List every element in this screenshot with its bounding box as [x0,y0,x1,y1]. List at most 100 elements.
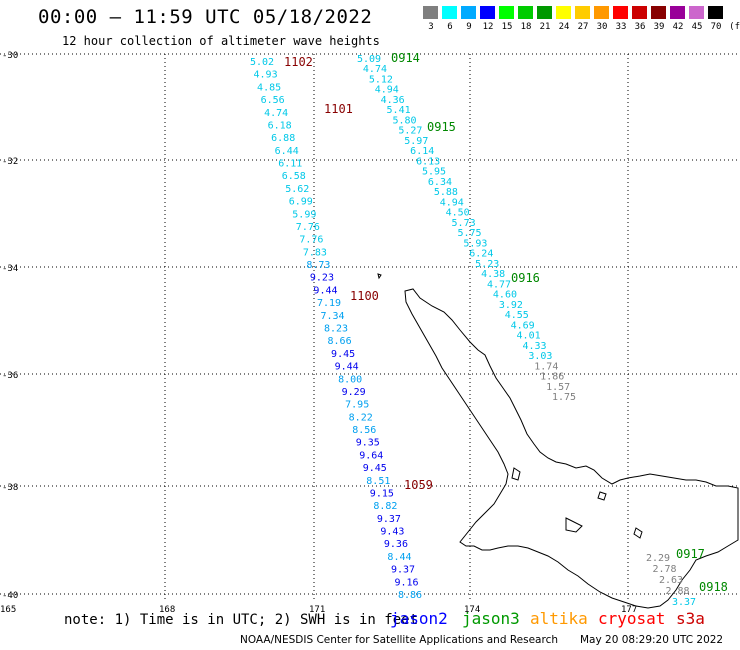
wave-height-value: 4.50 [446,208,470,219]
wave-height-value: 5.09 [357,54,381,65]
wave-height-value: 7.34 [320,311,344,322]
wave-height-value: 3.03 [528,351,552,362]
legend-label: 39 [653,22,665,32]
wave-height-value: 8.82 [373,501,397,512]
legend-swatch [442,6,457,19]
wave-height-value: 5.12 [369,74,393,85]
legend-label: 9 [466,22,472,32]
legend-swatch [651,6,666,19]
wave-height-value: 1.75 [552,392,576,403]
longitude-label: 177 [621,605,637,615]
wave-height-value: 5.88 [434,187,458,198]
wave-height-value: 5.80 [392,115,416,126]
wave-height-value: 8.00 [338,374,362,385]
legend-label: 30 [596,22,608,32]
wave-height-value: 3.37 [672,597,696,608]
wave-height-value: 6.14 [410,146,434,157]
time-label: 0916 [511,271,540,285]
wave-height-value: 6.88 [271,133,295,144]
satellite-altika: altika [530,609,588,628]
wave-height-value: 8.56 [352,425,376,436]
legend-swatch [632,6,647,19]
wave-height-value: 6.24 [469,249,493,260]
wave-height-value: 5.75 [457,228,481,239]
latitude-label: -40 [2,591,18,601]
wave-height-value: 8.44 [387,552,411,563]
wave-height-value: 1.74 [534,361,558,372]
wave-height-value: 6.18 [268,120,292,131]
wave-height-value: 8.23 [324,324,348,335]
latitude-label: -38 [2,483,18,493]
satellite-s3a: s3a [676,609,705,628]
wave-height-value: 6.56 [261,95,285,106]
latitude-label: -30 [2,51,18,61]
wave-height-value: 5.99 [292,209,316,220]
wave-height-value: 9.36 [384,539,408,550]
wave-height-value: 6.34 [428,177,452,188]
island-fragment [377,273,382,280]
legend-label: 3 [428,22,434,32]
wave-height-value: 9.45 [363,463,387,474]
legend-label: 27 [577,22,589,32]
wave-height-value: 8.22 [349,412,373,423]
island-fragment [511,467,521,481]
wave-height-value: 7.19 [317,298,341,309]
wave-height-value: 4.93 [254,70,278,81]
wave-height-value: 7.83 [303,247,327,258]
wave-height-value: 9.44 [313,285,337,296]
wave-height-value: 7.95 [345,400,369,411]
map-grid [0,53,740,600]
island-fragment [565,517,583,533]
wave-height-value: 9.43 [380,527,404,538]
time-label: 0914 [391,51,420,65]
altimeter-tracks: 5.024.934.856.564.746.186.886.446.116.58… [250,51,728,608]
track-jason3: 5.094.745.124.944.365.415.805.275.976.14… [357,51,576,403]
track-jason3: 2.292.782.632.883.37 0917 0918 [646,547,728,608]
latitude-label: -36 [2,371,18,381]
wave-height-value: 7.76 [299,235,323,246]
time-label: 1102 [284,55,313,69]
wave-height-value: 9.64 [359,450,383,461]
page-title: 00:00 – 11:59 UTC 05/18/2022 [38,6,373,28]
wave-height-value: 5.73 [452,218,476,229]
wave-height-value: 8.51 [366,476,390,487]
wave-height-value: 5.23 [475,259,499,270]
latitude-label: -32 [2,157,18,167]
legend-label: 12 [482,22,494,32]
time-label: 1100 [350,289,379,303]
wave-height-value: 5.27 [398,126,422,137]
legend-label: 45 [691,22,703,32]
credit-line: NOAA/NESDIS Center for Satellite Applica… [240,634,558,646]
wave-height-value: 4.33 [522,341,546,352]
legend-swatch [556,6,571,19]
legend-label: 6 [447,22,453,32]
wave-height-value: 8.66 [328,336,352,347]
axis-labels: -30 -32 -34 -36 -38 -40 165 168 171 174 177 [0,51,637,615]
wave-height-value: 2.29 [646,553,670,564]
wave-height-value: 5.95 [422,167,446,178]
wave-height-value: 9.35 [356,438,380,449]
wave-height-value: 9.23 [310,273,334,284]
land-outline [377,273,739,609]
legend-swatch [480,6,495,19]
wave-height-value: 5.93 [463,238,487,249]
legend-label: 15 [501,22,513,32]
time-label: 1101 [324,102,353,116]
legend-label: 18 [520,22,532,32]
wave-height-value: 9.16 [394,577,418,588]
legend-swatch [518,6,533,19]
legend-swatch [670,6,685,19]
longitude-label: 174 [464,605,480,615]
legend-swatch [689,6,704,19]
longitude-label: 165 [0,605,16,615]
wave-height-value: 1.86 [540,372,564,383]
satellite-jason3: jason3 [462,609,520,628]
wave-height-value: 7.76 [296,222,320,233]
wave-height-value: 6.11 [278,159,302,170]
wave-height-value: 2.78 [653,564,677,575]
satellite-cryosat: cryosat [598,609,666,628]
wave-height-value: 3.92 [499,300,523,311]
wave-height-value: 4.55 [505,310,529,321]
wave-height-value: 8.86 [398,590,422,601]
